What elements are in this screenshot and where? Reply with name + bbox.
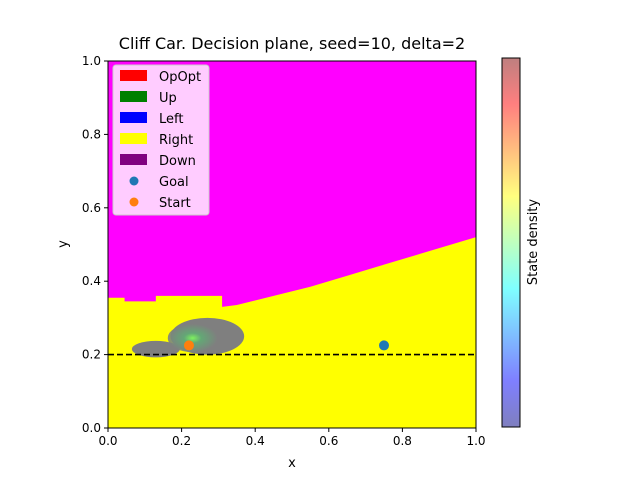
y-tick-label: 0.0 <box>82 421 101 435</box>
legend-label-goal: Goal <box>159 175 189 190</box>
legend: OpOpt Up Left Right Down Goal Start <box>112 64 210 216</box>
x-tick-label: 0.0 <box>98 434 117 448</box>
y-tick-label: 1.0 <box>82 54 101 68</box>
legend-label-up: Up <box>159 91 177 106</box>
colorbar-gradient <box>501 57 521 428</box>
plot-frame <box>107 60 477 429</box>
legend-swatch-opopt <box>120 70 147 81</box>
legend-swatch-down <box>120 154 147 165</box>
y-tick-label: 0.4 <box>82 274 101 288</box>
chart-title: Cliff Car. Decision plane, seed=10, delt… <box>119 34 465 53</box>
x-tick-label: 0.4 <box>246 434 265 448</box>
legend-label-down: Down <box>159 154 196 169</box>
density-tail <box>131 340 180 358</box>
legend-marker-goal <box>129 176 139 186</box>
x-tick-label: 0.6 <box>319 434 338 448</box>
x-axis-ticks: 0.0 0.2 0.4 0.6 0.8 1.0 <box>98 428 486 448</box>
legend-label-start: Start <box>159 196 191 211</box>
x-tick-label: 0.2 <box>172 434 191 448</box>
goal-point <box>379 340 389 351</box>
legend-swatch-left <box>120 112 147 123</box>
x-tick-label: 0.8 <box>393 434 412 448</box>
plot-area <box>108 61 476 428</box>
y-tick-label: 0.2 <box>82 348 101 362</box>
colorbar: State density <box>501 57 541 428</box>
legend-marker-start <box>129 197 139 207</box>
legend-box <box>112 64 210 216</box>
legend-swatch-right <box>120 133 147 144</box>
x-axis-label: x <box>288 456 296 471</box>
start-point <box>183 340 194 351</box>
legend-swatch-up <box>120 91 147 102</box>
legend-label-opopt: OpOpt <box>159 70 201 85</box>
y-axis-label: y <box>56 240 71 248</box>
x-tick-label: 1.0 <box>466 434 485 448</box>
density-hotspot <box>167 323 218 353</box>
y-axis-ticks: 0.0 0.2 0.4 0.6 0.8 1.0 <box>82 54 108 435</box>
y-tick-label: 0.8 <box>82 127 101 141</box>
region-lower <box>108 237 476 428</box>
legend-label-right: Right <box>159 133 193 148</box>
y-tick-label: 0.6 <box>82 201 101 215</box>
colorbar-label: State density <box>526 199 541 286</box>
legend-label-left: Left <box>159 112 183 127</box>
